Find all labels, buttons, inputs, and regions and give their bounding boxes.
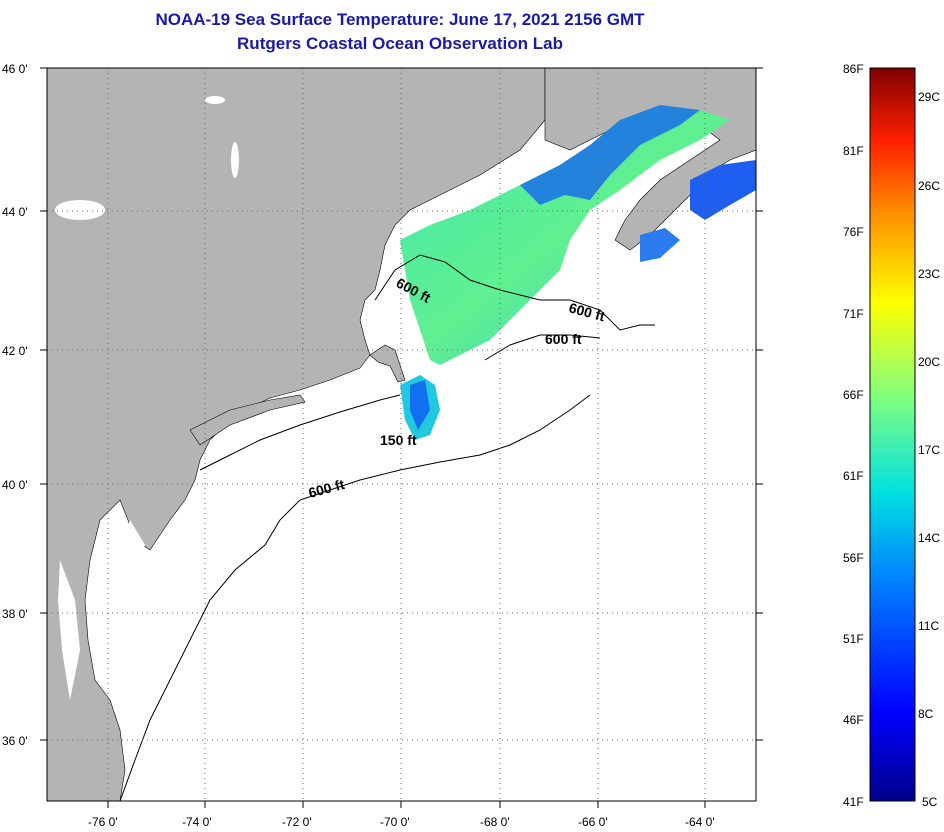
lat-label: 38 0' (2, 607, 28, 621)
lon-label: -76 0' (88, 815, 118, 829)
lake (55, 200, 105, 220)
lon-label: -64 0' (685, 815, 715, 829)
cb-f-label: 86F (843, 62, 864, 76)
cb-c-label: 29C (918, 90, 940, 104)
contour-600ft-north (374, 254, 655, 331)
graticule (47, 68, 756, 801)
cb-c-label: 14C (918, 531, 940, 545)
sst-swath-cold (520, 105, 700, 205)
contour-150ft (199, 394, 401, 471)
lon-label: -74 0' (182, 815, 212, 829)
sst-swath-south-cold (410, 380, 430, 430)
contour-label: 600 ft (545, 331, 582, 347)
lake (205, 96, 225, 104)
cb-f-label: 56F (843, 551, 864, 565)
cb-c-label: 23C (918, 267, 940, 281)
cb-f-label: 66F (843, 388, 864, 402)
cb-f-label: 71F (843, 307, 864, 321)
lat-label: 44 0' (2, 205, 28, 219)
contour-label: 150 ft (380, 432, 417, 448)
delaware-bay (125, 520, 145, 555)
contour-600ft (119, 394, 591, 801)
map-subtitle: Rutgers Coastal Ocean Observation Lab (237, 34, 563, 53)
cb-f-label: 46F (843, 713, 864, 727)
cb-c-label: 11C (918, 619, 939, 633)
cb-c-label: 20C (918, 355, 940, 369)
land-cape-cod (369, 344, 406, 383)
lon-label: -68 0' (480, 815, 510, 829)
lat-label: 42 0' (2, 344, 28, 358)
lon-label: -70 0' (380, 815, 410, 829)
cb-c-label: 17C (918, 443, 940, 457)
cb-f-label: 41F (843, 795, 864, 809)
cb-c-label: 5C (922, 795, 938, 809)
colorbar (869, 67, 916, 802)
cb-c-label: 8C (918, 707, 934, 721)
tick-marks (40, 67, 763, 808)
lat-label: 36 0' (2, 734, 28, 748)
cb-f-label: 61F (843, 469, 864, 483)
lon-label: -66 0' (578, 815, 608, 829)
colorbar-c-labels: 29C 26C 23C 20C 17C 14C 11C 8C 5C (918, 90, 940, 809)
map-title: NOAA-19 Sea Surface Temperature: June 17… (155, 10, 645, 29)
lat-label: 46 0' (2, 62, 28, 76)
lake (231, 142, 239, 178)
lon-label: -72 0' (282, 815, 312, 829)
cb-f-label: 76F (843, 225, 864, 239)
cb-f-label: 81F (843, 144, 864, 158)
contour-600ft-georges (484, 334, 601, 361)
sst-swath-bay (640, 228, 680, 262)
chesapeake-bay (58, 560, 80, 700)
colorbar-f-labels: 86F 81F 76F 71F 66F 61F 56F 51F 46F 41F (843, 62, 864, 809)
sst-swath-nova (690, 160, 756, 220)
sst-swath-main (400, 105, 730, 365)
lat-label: 40 0' (2, 478, 28, 492)
cb-c-label: 26C (918, 179, 940, 193)
cb-f-label: 51F (843, 632, 864, 646)
land-long-island (189, 394, 306, 446)
